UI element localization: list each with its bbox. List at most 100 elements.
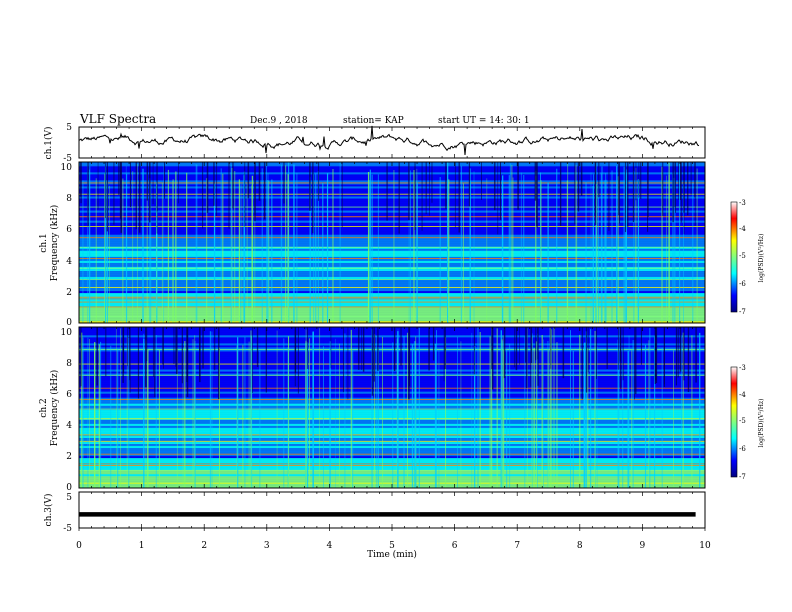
ch1-spectrogram-ytick-10: 10 [61,163,73,173]
spectrogram-band [79,469,705,473]
figure-title: VLF Spectra [79,112,156,126]
ch1-spectrogram-ytick-6: 6 [66,225,72,235]
spectrogram-band [79,270,705,273]
spectrogram-band [79,429,705,432]
spectrogram-band [79,419,705,422]
x-axis-label: Time (min) [367,549,417,560]
spectrogram-band [79,268,705,271]
ch1-waveform-panel: 5 -5 ch.1(V) [43,123,706,164]
spectrogram-band [79,258,705,261]
spectrogram-band [79,385,705,388]
spectrogram-band [79,266,705,269]
ch2-colorbar-label: log(PSD)(V²/Hz) [758,399,765,448]
spectrogram-band [79,439,705,443]
spectrogram-band [79,455,705,459]
date-label: Dec.9 , 2018 [250,116,308,126]
spectrogram-band [79,333,705,336]
spectrogram-band [79,240,705,243]
ch3-waveform-frame [78,491,706,529]
xtick-10: 10 [699,541,711,551]
spectrogram-band [79,353,705,356]
ch1-spectrogram-ytick-4: 4 [66,257,72,267]
spectrogram-band [79,339,705,342]
spectrogram-band [79,230,705,233]
spectrogram-band [79,252,705,255]
spectrogram-band [79,284,705,288]
spectrogram-band [79,194,705,197]
ch2-spectrogram-ytick-2: 2 [66,452,72,462]
spectrogram-band [79,477,705,481]
spectrogram-band [79,397,705,400]
spectrogram-band [79,381,705,384]
spectrogram-band [79,256,705,259]
spectrogram-band [79,355,705,358]
spectrogram-band [79,335,705,338]
xtick-6: 6 [452,541,458,551]
spectrogram-band [79,405,705,408]
spectrogram-band [79,395,705,398]
spectrogram-band [79,312,705,316]
spectrogram-band [79,202,705,205]
spectrogram-band [79,369,705,372]
spectrogram-band [79,314,705,318]
spectrogram-band [79,401,705,404]
ch1-spectrogram-ylabel-top: ch.1 [39,233,49,252]
spectrogram-band [79,208,705,211]
spectrogram-band [79,294,705,298]
spectrogram-band [79,415,705,418]
spectrogram-band [79,409,705,412]
ch1-waveform-ytick-top: 5 [66,123,72,133]
xtick-7: 7 [514,541,520,551]
spectrogram-band [79,180,705,183]
ch2-spectrogram-ytick-10: 10 [61,328,73,338]
spectrogram-band [79,471,705,475]
start-time-label: start UT = 14: 30: 1 [438,116,530,126]
spectrogram-band [79,345,705,348]
spectrogram-band [79,298,705,302]
spectrogram-band [79,441,705,445]
ch1-waveform-ticks [78,127,706,158]
ch2-colorbar-tick-3: -3 [739,364,746,372]
ch1-colorbar-label: log(PSD)(V²/Hz) [758,234,765,283]
xtick-9: 9 [640,541,646,551]
ch2-colorbar [730,366,738,478]
spectrogram-band [79,254,705,257]
ch3-waveform-ytick-bottom: -5 [63,524,72,534]
spectrogram-band [79,176,705,179]
ch1-colorbar-tick-5: -5 [739,252,746,260]
spectrogram-band [79,186,705,189]
spectrogram-band [79,234,705,237]
ch1-colorbar-tick-6: -6 [739,280,746,288]
spectrogram-band [79,447,705,451]
xtick-2: 2 [201,541,207,551]
ch2-colorbar-tick-7: -7 [739,473,746,481]
spectrogram-band [79,262,705,265]
ch1-spectrogram-ytick-2: 2 [66,288,72,298]
spectrogram-band [79,188,705,191]
spectrogram-band [79,184,705,187]
xtick-0: 0 [76,541,82,551]
spectrogram-band [79,427,705,430]
spectrogram-band [79,306,705,310]
spectrogram-band [79,274,705,278]
spectrogram-band [79,248,705,251]
xtick-8: 8 [577,541,583,551]
xtick-3: 3 [264,541,270,551]
x-axis: 0 1 2 3 4 5 6 7 8 9 10 Time (min) [76,541,711,560]
spectrogram-band [79,371,705,374]
spectrogram-band [79,304,705,308]
spectrogram-band [79,172,705,175]
ch2-spectrogram-ylabel-top: ch.2 [39,398,49,417]
spectrogram-band [79,190,705,193]
spectrogram-band [79,220,705,223]
spectrogram-band [79,347,705,350]
ch2-colorbar-tick-6: -6 [739,445,746,453]
spectrogram-band [79,407,705,410]
spectrogram-band [79,461,705,465]
spectrogram-band [79,310,705,314]
spectrogram-band [79,389,705,392]
ch2-spectrogram-ytick-0: 0 [66,483,72,493]
ch2-colorbar-tick-4: -4 [739,391,746,399]
spectrogram-band [79,218,705,221]
